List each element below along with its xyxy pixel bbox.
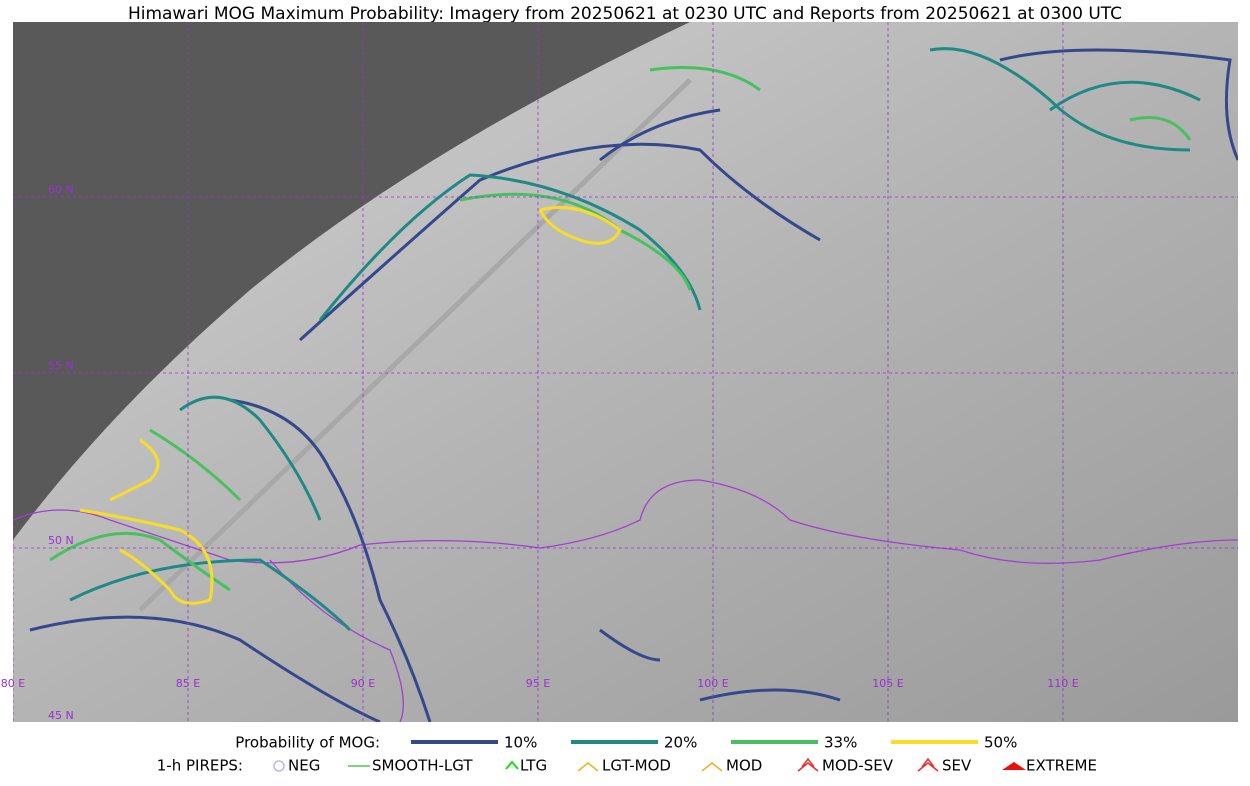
- legend-label: 33%: [824, 734, 857, 752]
- lon-label: 80 E: [1, 677, 25, 690]
- border: [13, 479, 1238, 564]
- lat-label: 60 N: [48, 183, 74, 196]
- graticule: [13, 22, 1238, 722]
- lat-label: 50 N: [48, 534, 74, 547]
- contour-10: [29, 48, 1238, 722]
- legend-label: 10%: [504, 734, 537, 752]
- legend-symbol: [797, 757, 819, 772]
- space-region: [13, 22, 690, 540]
- lon-label: 105 E: [872, 677, 903, 690]
- legend-title: Probability of MOG:: [235, 734, 380, 752]
- contour-50: [79, 206, 622, 605]
- legend-symbol: [701, 762, 723, 772]
- legend-title: 1-h PIREPS:: [157, 757, 243, 775]
- lon-label: 100 E: [697, 677, 728, 690]
- border: [269, 559, 404, 722]
- legend-label: 50%: [984, 734, 1017, 752]
- lon-label: 95 E: [526, 677, 550, 690]
- map: [13, 22, 1238, 722]
- legend-label: MOD-SEV: [822, 757, 894, 775]
- legend-symbol: [1002, 762, 1026, 770]
- legend-label: MOD: [726, 757, 762, 775]
- lat-label: 55 N: [48, 359, 74, 372]
- legend-label: LTG: [520, 757, 547, 775]
- legend-symbol: [505, 760, 519, 770]
- legend-label: 20%: [664, 734, 697, 752]
- legend: Probability of MOG: 10% 20% 33% 50% 1-h PIREP…: [157, 734, 1097, 775]
- graticule-labels: 60 N 55 N 50 N 45 N 80 E 85 E 90 E 95 E 100 E 105…: [1, 183, 1079, 722]
- title: Himawari MOG Maximum Probability: Imager…: [128, 4, 1122, 24]
- legend-label: SEV: [942, 757, 972, 775]
- legend-label: LGT-MOD: [602, 757, 671, 775]
- legend-label: NEG: [288, 757, 320, 775]
- contour-20: [69, 47, 1201, 632]
- legend-symbol: [577, 762, 599, 772]
- legend-symbol: [273, 760, 285, 772]
- scan-line: [138, 78, 692, 612]
- lon-label: 110 E: [1047, 677, 1078, 690]
- lon-label: 85 E: [176, 677, 200, 690]
- lon-label: 90 E: [351, 677, 375, 690]
- legend-label: SMOOTH-LGT: [372, 757, 473, 775]
- lat-label: 45 N: [48, 709, 74, 722]
- contours: [29, 47, 1238, 722]
- legend-symbol: [917, 757, 939, 772]
- legend-label: EXTREME: [1026, 757, 1097, 775]
